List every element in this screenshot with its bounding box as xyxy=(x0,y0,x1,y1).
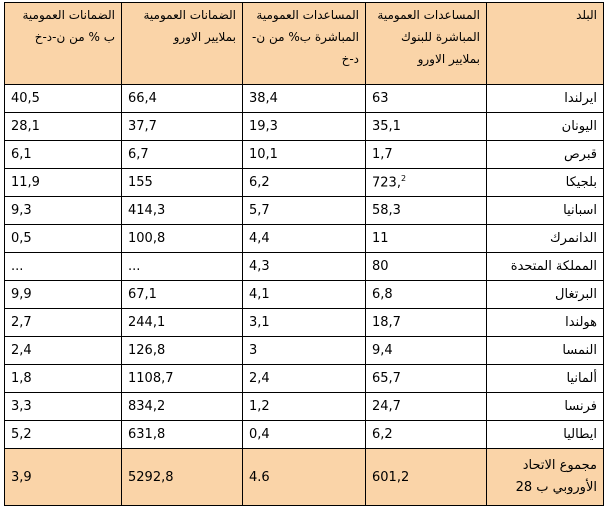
cell-country: ايرلندا xyxy=(486,84,604,113)
total-aid-percent: 4.6 xyxy=(242,448,366,506)
cell-aid-percent: 3 xyxy=(242,336,366,365)
cell-guarantees-percent: 40,5 xyxy=(4,84,122,113)
cell-aid-percent: 4,1 xyxy=(242,280,366,309)
table-row: اسبانيا 58,3 5,7 414,3 9,3 xyxy=(4,196,604,225)
cell-guarantees-percent: 2,7 xyxy=(4,308,122,337)
table-row: قبرص 1,7 10,1 6,7 6,1 xyxy=(4,140,604,169)
cell-aid-billions: 58,3 xyxy=(365,196,487,225)
table-row: ايطاليا 6,2 0,4 631,8 5,2 xyxy=(4,420,604,449)
header-aid-billions: المساعدات العمومية المباشرة للبنوك بملاي… xyxy=(365,2,487,85)
table-row: بلجيكا 723,2 6,2 155 11,9 xyxy=(4,168,604,197)
cell-aid-billions: 65,7 xyxy=(365,364,487,393)
cell-country: اليونان xyxy=(486,112,604,141)
table-row: ألمانيا 65,7 2,4 1108,7 1,8 xyxy=(4,364,604,393)
cell-aid-percent: 2,4 xyxy=(242,364,366,393)
cell-guarantees-billions: 155 xyxy=(121,168,243,197)
cell-aid-billions: 80 xyxy=(365,252,487,281)
cell-guarantees-billions: 37,7 xyxy=(121,112,243,141)
table-row: النمسا 9,4 3 126,8 2,4 xyxy=(4,336,604,365)
cell-guarantees-billions: 126,8 xyxy=(121,336,243,365)
cell-guarantees-percent: 28,1 xyxy=(4,112,122,141)
header-aid-percent: المساعدات العمومية المباشرة ب% من ن-د-خ xyxy=(242,2,366,85)
cell-guarantees-percent: 2,4 xyxy=(4,336,122,365)
header-guarantees-percent: الضمانات العمومية ب % من ن-د-خ xyxy=(4,2,122,85)
cell-aid-percent: 38,4 xyxy=(242,84,366,113)
bank-aid-table: البلد المساعدات العمومية المباشرة للبنوك… xyxy=(4,2,604,506)
cell-guarantees-billions: 414,3 xyxy=(121,196,243,225)
total-guarantees-percent: 3,9 xyxy=(4,448,122,506)
cell-country: بلجيكا xyxy=(486,168,604,197)
cell-aid-percent: 6,2 xyxy=(242,168,366,197)
cell-aid-billions: 11 xyxy=(365,224,487,253)
cell-guarantees-billions: 66,4 xyxy=(121,84,243,113)
cell-guarantees-percent: 11,9 xyxy=(4,168,122,197)
cell-guarantees-percent: 0,5 xyxy=(4,224,122,253)
cell-aid-billions: 63 xyxy=(365,84,487,113)
table-row: فرنسا 24,7 1,2 834,2 3,3 xyxy=(4,392,604,421)
header-guarantees-billions: الضمانات العمومية بملايير الاورو xyxy=(121,2,243,85)
cell-aid-percent: 4,4 xyxy=(242,224,366,253)
cell-country: قبرص xyxy=(486,140,604,169)
cell-aid-percent: 4,3 xyxy=(242,252,366,281)
cell-country: المملكة المتحدة xyxy=(486,252,604,281)
cell-aid-percent: 1,2 xyxy=(242,392,366,421)
cell-guarantees-billions: ... xyxy=(121,252,243,281)
footnote-marker: 2 xyxy=(400,174,407,184)
cell-aid-billions: 9,4 xyxy=(365,336,487,365)
cell-aid-percent: 3,1 xyxy=(242,308,366,337)
total-label: مجموع الاتحاد الأوروبي ب 28 xyxy=(486,448,604,506)
table-row: الدانمرك 11 4,4 100,8 0,5 xyxy=(4,224,604,253)
cell-guarantees-billions: 6,7 xyxy=(121,140,243,169)
cell-aid-billions: 18,7 xyxy=(365,308,487,337)
total-row: مجموع الاتحاد الأوروبي ب 28 601,2 4.6 52… xyxy=(4,448,604,506)
cell-country: الدانمرك xyxy=(486,224,604,253)
cell-value: 723, xyxy=(372,175,401,191)
cell-aid-billions: 35,1 xyxy=(365,112,487,141)
cell-country: ايطاليا xyxy=(486,420,604,449)
cell-guarantees-percent: 6,1 xyxy=(4,140,122,169)
cell-guarantees-billions: 631,8 xyxy=(121,420,243,449)
cell-aid-billions: 6,2 xyxy=(365,420,487,449)
cell-guarantees-billions: 244,1 xyxy=(121,308,243,337)
table-row: المملكة المتحدة 80 4,3...... xyxy=(4,252,604,281)
cell-aid-percent: 0,4 xyxy=(242,420,366,449)
cell-country: اسبانيا xyxy=(486,196,604,225)
cell-guarantees-billions: 834,2 xyxy=(121,392,243,421)
cell-aid-billions: 6,8 xyxy=(365,280,487,309)
cell-guarantees-percent: 5,2 xyxy=(4,420,122,449)
cell-guarantees-billions: 67,1 xyxy=(121,280,243,309)
table-row: هولندا 18,7 3,1 244,1 2,7 xyxy=(4,308,604,337)
table-row: اليونان 35,1 19,3 37,7 28,1 xyxy=(4,112,604,141)
cell-country: النمسا xyxy=(486,336,604,365)
cell-guarantees-percent: ... xyxy=(4,252,122,281)
header-row: البلد المساعدات العمومية المباشرة للبنوك… xyxy=(4,2,604,85)
cell-guarantees-percent: 3,3 xyxy=(4,392,122,421)
cell-country: ألمانيا xyxy=(486,364,604,393)
cell-country: فرنسا xyxy=(486,392,604,421)
cell-guarantees-percent: 1,8 xyxy=(4,364,122,393)
cell-aid-billions: 24,7 xyxy=(365,392,487,421)
cell-aid-billions: 1,7 xyxy=(365,140,487,169)
cell-guarantees-percent: 9,3 xyxy=(4,196,122,225)
data-table-container: البلد المساعدات العمومية المباشرة للبنوك… xyxy=(4,2,604,512)
cell-guarantees-percent: 9,9 xyxy=(4,280,122,309)
table-body: ايرلندا 63 38,4 66,4 40,5 اليونان 35,1 19,3 37,7… xyxy=(4,84,604,449)
table-row: ايرلندا 63 38,4 66,4 40,5 xyxy=(4,84,604,113)
cell-guarantees-billions: 100,8 xyxy=(121,224,243,253)
cell-country: البرتغال xyxy=(486,280,604,309)
cell-country: هولندا xyxy=(486,308,604,337)
total-guarantees-billions: 5292,8 xyxy=(121,448,243,506)
cell-guarantees-billions: 1108,7 xyxy=(121,364,243,393)
cell-aid-billions: 723,2 xyxy=(365,168,487,197)
table-row: البرتغال 6,8 4,1 67,1 9,9 xyxy=(4,280,604,309)
total-aid-billions: 601,2 xyxy=(365,448,487,506)
cell-aid-percent: 19,3 xyxy=(242,112,366,141)
header-country: البلد xyxy=(486,2,604,85)
cell-aid-percent: 10,1 xyxy=(242,140,366,169)
cell-aid-percent: 5,7 xyxy=(242,196,366,225)
